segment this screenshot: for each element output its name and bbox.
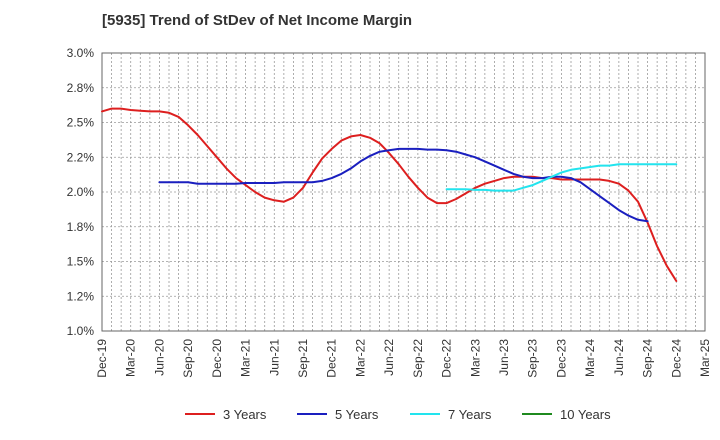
series-line-2 (158, 147, 649, 223)
series-line-1 (101, 107, 678, 282)
x-tick-label: Jun-22 (382, 339, 396, 376)
x-tick-label: Jun-20 (152, 339, 166, 376)
x-tick-label: Sep-23 (526, 339, 540, 378)
x-tick-label: Dec-21 (325, 339, 339, 378)
x-tick-label: Sep-21 (296, 339, 310, 378)
x-tick-label: Jun-24 (612, 339, 626, 376)
x-tick-label: Mar-23 (468, 339, 482, 377)
legend-label-3: 7 Years (448, 407, 492, 422)
x-tick-label: Sep-24 (641, 339, 655, 378)
y-tick-label: 1.8% (67, 220, 95, 234)
x-tick-label: Dec-19 (95, 339, 109, 378)
x-tick-label: Dec-23 (554, 339, 568, 378)
y-tick-label: 2.2% (67, 150, 95, 164)
y-tick-label: 1.2% (67, 289, 95, 303)
y-tick-label: 3.0% (67, 46, 95, 60)
y-tick-label: 1.5% (67, 255, 95, 269)
x-tick-label: Mar-25 (698, 339, 712, 377)
y-tick-label: 1.0% (67, 324, 95, 338)
x-tick-label: Dec-20 (210, 339, 224, 378)
x-tick-label: Mar-21 (239, 339, 253, 377)
x-tick-label: Mar-24 (583, 339, 597, 377)
x-tick-label: Mar-22 (353, 339, 367, 377)
x-tick-label: Sep-22 (411, 339, 425, 378)
x-tick-label: Dec-22 (440, 339, 454, 378)
series-line-3 (445, 163, 678, 192)
legend-label-1: 3 Years (223, 407, 267, 422)
x-tick-label: Mar-20 (124, 339, 138, 377)
x-tick-label: Jun-21 (267, 339, 281, 376)
legend-label-2: 5 Years (335, 407, 379, 422)
x-tick-label: Sep-20 (181, 339, 195, 378)
plot-border (101, 52, 706, 332)
y-tick-label: 2.0% (67, 185, 95, 199)
y-tick-label: 2.8% (67, 81, 95, 95)
x-tick-label: Dec-24 (669, 339, 683, 378)
legend-label-4: 10 Years (560, 407, 611, 422)
x-tick-label: Jun-23 (497, 339, 511, 376)
y-tick-label: 2.5% (67, 116, 95, 130)
chart-title: [5935] Trend of StDev of Net Income Marg… (102, 12, 413, 29)
